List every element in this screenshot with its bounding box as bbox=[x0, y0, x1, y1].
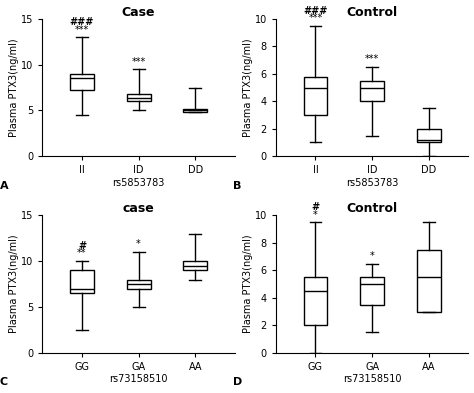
Text: ***: *** bbox=[131, 57, 146, 66]
PathPatch shape bbox=[127, 94, 151, 101]
Text: *: * bbox=[136, 239, 141, 249]
Y-axis label: Plasma PTX3(ng/ml): Plasma PTX3(ng/ml) bbox=[243, 38, 253, 137]
Y-axis label: Plasma PTX3(ng/ml): Plasma PTX3(ng/ml) bbox=[9, 235, 19, 333]
Title: Control: Control bbox=[346, 6, 398, 19]
Text: *: * bbox=[313, 209, 318, 220]
Text: C: C bbox=[0, 377, 8, 387]
PathPatch shape bbox=[183, 261, 207, 270]
Y-axis label: Plasma PTX3(ng/ml): Plasma PTX3(ng/ml) bbox=[243, 235, 253, 333]
X-axis label: rs73158510: rs73158510 bbox=[343, 375, 401, 384]
Y-axis label: Plasma PTX3(ng/ml): Plasma PTX3(ng/ml) bbox=[9, 38, 19, 137]
Text: **: ** bbox=[77, 248, 87, 259]
PathPatch shape bbox=[70, 74, 94, 90]
Title: case: case bbox=[123, 202, 155, 215]
PathPatch shape bbox=[360, 81, 384, 101]
Text: ***: *** bbox=[75, 24, 89, 35]
Text: D: D bbox=[233, 377, 243, 387]
X-axis label: rs5853783: rs5853783 bbox=[112, 178, 165, 188]
PathPatch shape bbox=[70, 270, 94, 293]
Title: Control: Control bbox=[346, 202, 398, 215]
Title: Case: Case bbox=[122, 6, 155, 19]
X-axis label: rs5853783: rs5853783 bbox=[346, 178, 398, 188]
Text: #: # bbox=[311, 202, 319, 212]
PathPatch shape bbox=[417, 250, 441, 312]
Text: ***: *** bbox=[365, 54, 379, 64]
Text: *: * bbox=[370, 251, 374, 261]
Text: A: A bbox=[0, 181, 9, 191]
PathPatch shape bbox=[127, 279, 151, 289]
PathPatch shape bbox=[303, 277, 328, 325]
Text: ***: *** bbox=[309, 13, 323, 23]
Text: ###: ### bbox=[303, 6, 328, 16]
PathPatch shape bbox=[360, 277, 384, 305]
PathPatch shape bbox=[183, 109, 207, 112]
Text: ###: ### bbox=[70, 17, 94, 27]
X-axis label: rs73158510: rs73158510 bbox=[109, 375, 168, 384]
PathPatch shape bbox=[417, 129, 441, 143]
PathPatch shape bbox=[303, 77, 328, 115]
Text: #: # bbox=[78, 241, 86, 251]
Text: B: B bbox=[233, 181, 242, 191]
